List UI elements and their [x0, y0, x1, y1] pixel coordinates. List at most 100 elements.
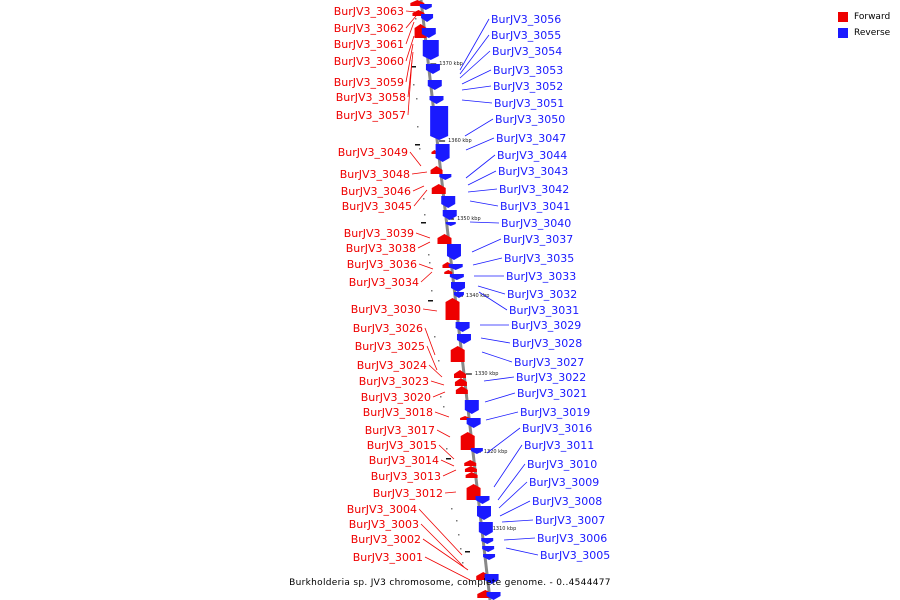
- forward-gene-block[interactable]: [445, 298, 460, 320]
- gene-label[interactable]: BurJV3_3034: [349, 276, 419, 289]
- gene-label[interactable]: BurJV3_3009: [529, 476, 599, 489]
- gene-label[interactable]: BurJV3_3020: [361, 391, 431, 404]
- reverse-gene-block[interactable]: [466, 418, 481, 428]
- forward-gene-block[interactable]: [455, 386, 468, 394]
- reverse-gene-block[interactable]: [455, 322, 470, 332]
- forward-gene-block[interactable]: [437, 234, 452, 244]
- gene-label[interactable]: BurJV3_3011: [524, 439, 594, 452]
- gene-label[interactable]: BurJV3_3041: [500, 200, 570, 213]
- forward-gene-block[interactable]: [454, 370, 467, 378]
- gene-label[interactable]: BurJV3_3052: [493, 80, 563, 93]
- gene-label[interactable]: BurJV3_3016: [522, 422, 592, 435]
- gene-label[interactable]: BurJV3_3053: [493, 64, 563, 77]
- reverse-gene-block[interactable]: [481, 538, 494, 544]
- gene-label[interactable]: BurJV3_3008: [532, 495, 602, 508]
- reverse-gene-block[interactable]: [439, 174, 452, 180]
- reverse-gene-block[interactable]: [451, 282, 466, 292]
- gene-label[interactable]: BurJV3_3050: [495, 113, 565, 126]
- gene-label[interactable]: BurJV3_3060: [334, 55, 404, 68]
- reverse-gene-block[interactable]: [427, 80, 442, 90]
- gene-label[interactable]: BurJV3_3033: [506, 270, 576, 283]
- reverse-gene-block[interactable]: [442, 210, 457, 220]
- gene-label[interactable]: BurJV3_3017: [365, 424, 435, 437]
- forward-gene-block[interactable]: [431, 184, 446, 194]
- reverse-gene-block[interactable]: [484, 574, 499, 584]
- reverse-gene-block[interactable]: [421, 14, 434, 22]
- gene-label[interactable]: BurJV3_3036: [347, 258, 417, 271]
- gene-label[interactable]: BurJV3_3037: [503, 233, 573, 246]
- gene-label[interactable]: BurJV3_3006: [537, 532, 607, 545]
- gene-label[interactable]: BurJV3_3049: [338, 146, 408, 159]
- gene-label[interactable]: BurJV3_3054: [492, 45, 562, 58]
- gene-label[interactable]: BurJV3_3005: [540, 549, 610, 562]
- reverse-gene-block[interactable]: [486, 592, 501, 600]
- gene-label[interactable]: BurJV3_3001: [353, 551, 423, 564]
- gene-label[interactable]: BurJV3_3028: [512, 337, 582, 350]
- gene-label[interactable]: BurJV3_3063: [334, 5, 404, 18]
- reverse-gene-block[interactable]: [449, 274, 464, 280]
- gene-label[interactable]: BurJV3_3057: [336, 109, 406, 122]
- gene-label[interactable]: BurJV3_3027: [514, 356, 584, 369]
- gene-label[interactable]: BurJV3_3058: [336, 91, 406, 104]
- gene-label[interactable]: BurJV3_3038: [346, 242, 416, 255]
- gene-label[interactable]: BurJV3_3047: [496, 132, 566, 145]
- gene-label[interactable]: BurJV3_3022: [516, 371, 586, 384]
- gene-label[interactable]: BurJV3_3040: [501, 217, 571, 230]
- gene-label[interactable]: BurJV3_3055: [491, 29, 561, 42]
- gene-label[interactable]: BurJV3_3056: [491, 13, 561, 26]
- gene-label[interactable]: BurJV3_3026: [353, 322, 423, 335]
- gene-label[interactable]: BurJV3_3031: [509, 304, 579, 317]
- reverse-gene-block[interactable]: [482, 546, 495, 552]
- gene-label[interactable]: BurJV3_3012: [373, 487, 443, 500]
- reverse-gene-block[interactable]: [483, 554, 496, 560]
- gene-label[interactable]: BurJV3_3045: [342, 200, 412, 213]
- gene-label[interactable]: BurJV3_3010: [527, 458, 597, 471]
- reverse-gene-block[interactable]: [475, 496, 490, 504]
- gene-label[interactable]: BurJV3_3039: [344, 227, 414, 240]
- reverse-gene-block[interactable]: [441, 196, 456, 208]
- reverse-gene-block[interactable]: [430, 106, 449, 140]
- reverse-gene-block[interactable]: [422, 40, 439, 60]
- gene-label[interactable]: BurJV3_3046: [341, 185, 411, 198]
- gene-label[interactable]: BurJV3_3051: [494, 97, 564, 110]
- reverse-gene-block[interactable]: [456, 334, 471, 344]
- gene-label[interactable]: BurJV3_3019: [520, 406, 590, 419]
- reverse-gene-block[interactable]: [448, 264, 463, 270]
- gene-label[interactable]: BurJV3_3021: [517, 387, 587, 400]
- gene-label[interactable]: BurJV3_3029: [511, 319, 581, 332]
- gene-label[interactable]: BurJV3_3004: [347, 503, 417, 516]
- reverse-gene-block[interactable]: [419, 4, 432, 10]
- gene-label[interactable]: BurJV3_3059: [334, 76, 404, 89]
- reverse-gene-block[interactable]: [445, 222, 456, 226]
- forward-gene-block[interactable]: [454, 378, 467, 386]
- gene-label[interactable]: BurJV3_3014: [369, 454, 439, 467]
- gene-label[interactable]: BurJV3_3044: [497, 149, 567, 162]
- gene-label[interactable]: BurJV3_3061: [334, 38, 404, 51]
- reverse-gene-block[interactable]: [453, 292, 464, 298]
- gene-label[interactable]: BurJV3_3043: [498, 165, 568, 178]
- forward-gene-block[interactable]: [464, 466, 477, 472]
- gene-label[interactable]: BurJV3_3003: [349, 518, 419, 531]
- reverse-gene-block[interactable]: [421, 28, 436, 38]
- reverse-gene-block[interactable]: [476, 506, 491, 520]
- forward-gene-block[interactable]: [430, 166, 443, 174]
- forward-gene-block[interactable]: [465, 472, 478, 478]
- gene-label[interactable]: BurJV3_3023: [359, 375, 429, 388]
- gene-label[interactable]: BurJV3_3013: [371, 470, 441, 483]
- gene-label[interactable]: BurJV3_3007: [535, 514, 605, 527]
- gene-label[interactable]: BurJV3_3015: [367, 439, 437, 452]
- forward-gene-block[interactable]: [450, 346, 465, 362]
- gene-label[interactable]: BurJV3_3030: [351, 303, 421, 316]
- gene-label[interactable]: BurJV3_3002: [351, 533, 421, 546]
- reverse-gene-block[interactable]: [470, 448, 483, 454]
- gene-label[interactable]: BurJV3_3018: [363, 406, 433, 419]
- gene-label[interactable]: BurJV3_3024: [357, 359, 427, 372]
- reverse-gene-block[interactable]: [429, 96, 444, 104]
- forward-gene-block[interactable]: [464, 460, 477, 466]
- gene-label[interactable]: BurJV3_3048: [340, 168, 410, 181]
- gene-label[interactable]: BurJV3_3062: [334, 22, 404, 35]
- gene-label[interactable]: BurJV3_3042: [499, 183, 569, 196]
- reverse-gene-block[interactable]: [464, 400, 479, 414]
- gene-label[interactable]: BurJV3_3032: [507, 288, 577, 301]
- gene-label[interactable]: BurJV3_3025: [355, 340, 425, 353]
